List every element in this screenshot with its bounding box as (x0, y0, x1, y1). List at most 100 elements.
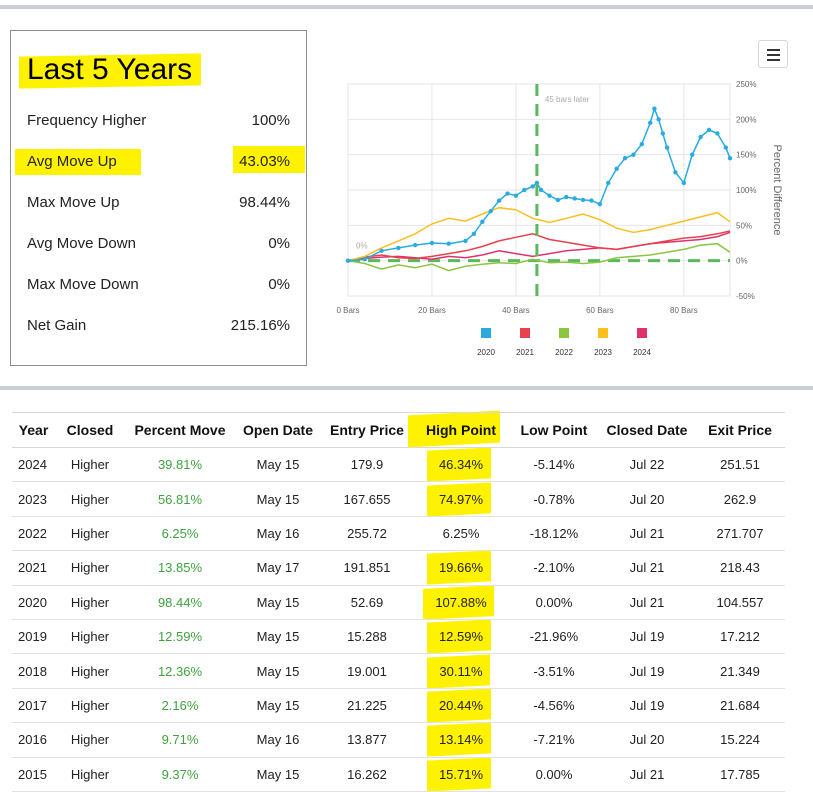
cell-high-point: 19.66% (413, 550, 509, 586)
high-point-value: 13.14% (438, 732, 484, 748)
cell-exit-price: 104.557 (695, 585, 785, 620)
cell-year: 2016 (12, 722, 55, 758)
col-header-high-point: High Point (413, 412, 509, 448)
high-point-value: 12.59% (438, 629, 484, 645)
col-header-open-date: Open Date (235, 412, 321, 448)
series-point-2020 (522, 187, 527, 193)
series-point-2020 (589, 198, 594, 203)
cell-exit-price: 262.9 (695, 481, 785, 517)
high-point-value: 46.34% (438, 457, 484, 473)
series-line-2024 (347, 231, 731, 262)
stat-value-max-move-down: 0% (268, 276, 290, 293)
cell-closed-date: Jul 21 (599, 516, 695, 552)
table-row: 2024 Higher 39.81% May 15 179.9 46.34% -5.14% J… (12, 447, 785, 483)
x-tick-label: 80 Bars (670, 306, 698, 315)
cell-open-date: May 15 (235, 757, 321, 792)
legend-swatch-2024 (637, 328, 647, 338)
high-point-highlight: 20.44% (439, 698, 483, 713)
cell-high-point: 30.11% (413, 653, 509, 689)
cell-percent-move: 39.81% (125, 447, 235, 483)
stat-value-avg-move-down: 0% (268, 235, 290, 252)
series-point-2020 (564, 194, 569, 200)
cell-low-point: -4.56% (509, 688, 599, 724)
series-point-2020 (606, 180, 611, 186)
col-header-entry-price: Entry Price (321, 412, 413, 448)
cell-open-date: May 15 (235, 619, 321, 655)
cell-open-date: May 15 (235, 481, 321, 517)
cell-low-point: -5.14% (509, 447, 599, 483)
stat-label-avg-move-down: Avg Move Down (27, 235, 136, 252)
table-header-row: Year Closed Percent Move Open Date Entry… (12, 412, 785, 448)
cell-closed: Higher (55, 585, 125, 620)
stat-label-avg-move-up: Avg Move Up (27, 153, 117, 170)
series-point-2020 (723, 145, 729, 150)
percent-difference-chart: 0% 45 bars later -50% 0% 50% 100% 150% 200% 25… (336, 80, 783, 357)
cell-high-point: 107.88% (413, 585, 509, 620)
cell-closed: Higher (55, 757, 125, 792)
series-point-2020 (446, 241, 451, 246)
y-tick-label: 200% (736, 115, 756, 124)
series-point-2020 (396, 245, 401, 251)
high-point-highlight: 19.66% (439, 560, 483, 575)
cell-exit-price: 17.212 (695, 619, 785, 655)
x-tick-label: 20 Bars (418, 306, 446, 315)
series-point-2020 (652, 106, 657, 111)
cell-closed: Higher (55, 516, 125, 552)
zero-label: 0% (356, 242, 368, 251)
cell-high-point: 20.44% (413, 688, 509, 724)
stat-value-avg-move-up: 43.03% (239, 153, 290, 170)
table-row: 2022 Higher 6.25% May 16 255.72 6.25% -18.12% J… (12, 516, 785, 552)
cell-closed-date: Jul 19 (599, 688, 695, 724)
cell-closed-date: Jul 20 (599, 481, 695, 517)
cell-year: 2020 (12, 585, 55, 620)
series-point-2020 (639, 141, 645, 147)
col-header-year: Year (12, 412, 55, 448)
cell-closed-date: Jul 21 (599, 757, 695, 792)
cell-exit-price: 17.785 (695, 757, 785, 792)
high-point-value: 74.97% (438, 491, 484, 507)
series-point-2020 (496, 198, 502, 203)
series-point-2020 (690, 152, 695, 157)
cell-closed: Higher (55, 550, 125, 586)
cell-open-date: May 16 (235, 516, 321, 552)
y-tick-label: 0% (736, 257, 748, 266)
high-point-highlight: 46.34% (439, 457, 483, 472)
stat-value-net-gain: 215.16% (230, 317, 290, 334)
cell-exit-price: 218.43 (695, 550, 785, 586)
yearly-results-table: Year Closed Percent Move Open Date Entry… (12, 412, 785, 792)
series-point-2020 (648, 120, 653, 126)
table-row: 2015 Higher 9.37% May 15 16.262 15.71% 0.00% Ju… (12, 757, 785, 792)
stats-panel: Last 5 Years Frequency Higher 100% Avg M… (10, 30, 307, 366)
y-tick-label: 250% (736, 80, 756, 89)
cell-low-point: -7.21% (509, 722, 599, 758)
series-point-2020 (660, 131, 666, 136)
stat-label-max-move-down: Max Move Down (27, 276, 139, 293)
cell-percent-move: 2.16% (125, 688, 235, 724)
cell-entry-price: 21.225 (321, 688, 413, 724)
series-point-2020 (547, 193, 552, 198)
cell-open-date: May 15 (235, 447, 321, 483)
x-tick-label: 0 Bars (336, 306, 359, 315)
high-point-value: 20.44% (438, 697, 484, 713)
hamburger-icon-line (767, 54, 780, 56)
chart-menu-button[interactable] (758, 40, 788, 68)
cell-high-point: 13.14% (413, 722, 509, 758)
col-header-exit-price: Exit Price (695, 412, 785, 448)
cell-exit-price: 15.224 (695, 722, 785, 758)
series-point-2020 (480, 219, 485, 224)
series-point-2020 (538, 187, 544, 193)
cell-closed-date: Jul 19 (599, 619, 695, 655)
cell-open-date: May 15 (235, 688, 321, 724)
cell-low-point: 0.00% (509, 585, 599, 620)
x-tick-label: 60 Bars (586, 306, 614, 315)
col-header-low-point: Low Point (509, 412, 599, 448)
hamburger-icon-line (767, 49, 780, 51)
series-point-2020 (580, 197, 586, 203)
cell-low-point: 0.00% (509, 757, 599, 792)
cell-year: 2022 (12, 516, 55, 552)
high-point-highlight: 107.88% (435, 595, 486, 610)
cell-entry-price: 191.851 (321, 550, 413, 586)
avg-move-up-label-highlight (15, 149, 141, 175)
stat-value-max-move-up: 98.44% (239, 194, 290, 211)
high-point-highlight: 30.11% (439, 664, 482, 679)
